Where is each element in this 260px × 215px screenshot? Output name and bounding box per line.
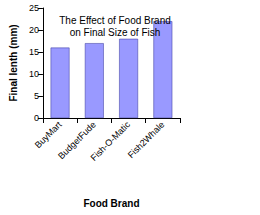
svg-text:25: 25 bbox=[29, 3, 39, 13]
svg-text:on Final Size of Fish: on Final Size of Fish bbox=[70, 27, 161, 38]
svg-text:Fish2Whale: Fish2Whale bbox=[126, 119, 167, 160]
svg-text:0: 0 bbox=[34, 113, 39, 123]
svg-text:20: 20 bbox=[29, 25, 39, 35]
svg-text:The Effect of Food Brand: The Effect of Food Brand bbox=[59, 15, 171, 26]
svg-text:BudgetFude: BudgetFude bbox=[56, 119, 98, 162]
svg-text:Final lenth (mm): Final lenth (mm) bbox=[8, 24, 19, 101]
svg-text:15: 15 bbox=[29, 47, 39, 57]
svg-text:BuyMart: BuyMart bbox=[33, 119, 64, 150]
svg-text:5: 5 bbox=[34, 91, 39, 101]
svg-text:Fish-O-Matic: Fish-O-Matic bbox=[89, 119, 133, 163]
svg-text:10: 10 bbox=[29, 69, 39, 79]
svg-text:Food Brand: Food Brand bbox=[83, 198, 139, 209]
